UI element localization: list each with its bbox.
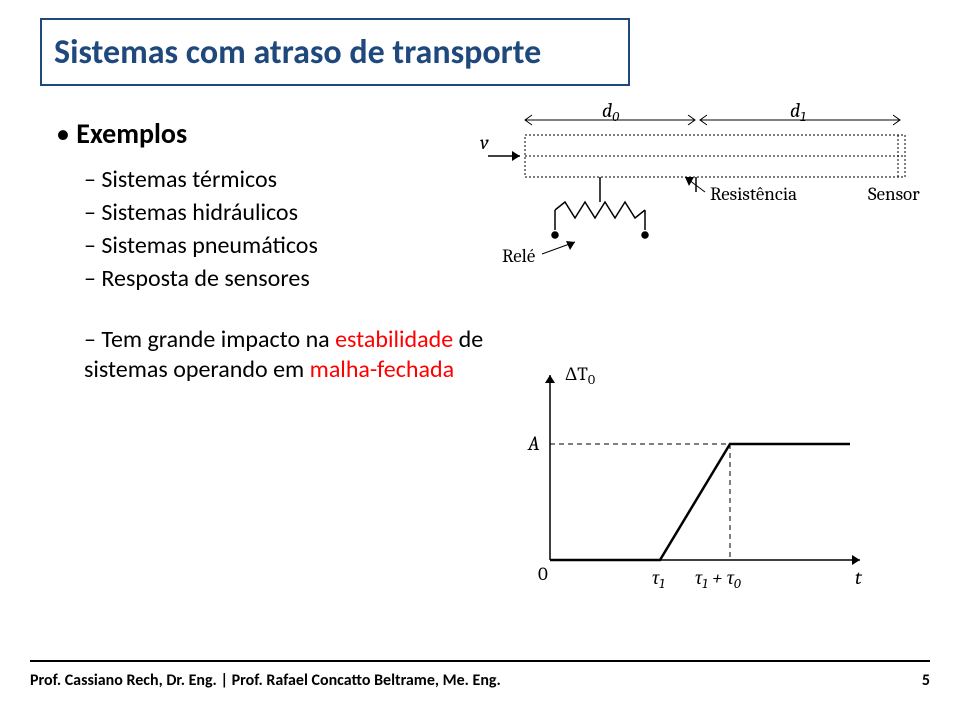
title-box: Sistemas com atraso de transporte [40, 18, 630, 86]
d1-label: d [790, 102, 800, 122]
impact-highlight: malha-fechada [310, 355, 454, 384]
svg-text:ΔT0: ΔT0 [565, 363, 595, 388]
footer-text: Prof. Cassiano Rech, Dr. Eng. | Prof. Ra… [30, 671, 501, 690]
resistencia-label: Resistência [710, 183, 797, 205]
t-label: t [855, 566, 863, 589]
A-label: A [527, 432, 540, 455]
plus-tau0: + τ [708, 566, 735, 589]
svg-text:d0: d0 [602, 102, 619, 125]
bullet-level2-list: Sistemas térmicos Sistemas hidráulicos S… [56, 165, 496, 385]
sensor-label: Sensor [868, 183, 920, 205]
svg-text:d1: d1 [790, 102, 806, 125]
bullet-level1: Exemplos [56, 116, 496, 151]
tau0-sub: 0 [734, 575, 741, 592]
title-container: Sistemas com atraso de transporte [40, 18, 630, 86]
bullet-item: Sistemas térmicos [84, 165, 496, 194]
page-number: 5 [922, 671, 930, 690]
bullet-impact: Tem grande impacto na estabilidade de si… [84, 325, 496, 385]
d1-sub: 1 [800, 108, 806, 125]
impact-text: Tem grande impacto na [101, 325, 335, 354]
d0-label: d [602, 102, 612, 122]
footer-divider [30, 660, 930, 662]
impact-highlight: estabilidade [335, 325, 453, 354]
tau1-sub: 1 [659, 575, 665, 592]
bullet-item: Sistemas pneumáticos [84, 231, 496, 260]
rele-label: Relé [502, 245, 535, 267]
svg-text:τ1 + τ0: τ1 + τ0 [695, 566, 741, 592]
v-label: v [480, 131, 489, 154]
bullet-item: Resposta de sensores [84, 264, 496, 293]
zero-label: 0 [538, 563, 548, 585]
heater-diagram: d0 d1 v Resistência Sensor Relé [480, 102, 925, 292]
step-response-graph: ΔT0 A 0 τ1 τ1 + τ0 t [510, 360, 880, 610]
content-block: Exemplos Sistemas térmicos Sistemas hidr… [56, 116, 496, 389]
bullet-item: Sistemas hidráulicos [84, 198, 496, 227]
d0-sub: 0 [612, 108, 619, 125]
dT-sub: 0 [588, 371, 595, 388]
svg-text:τ1: τ1 [652, 566, 665, 592]
dT-label: ΔT [565, 363, 588, 385]
slide-title: Sistemas com atraso de transporte [54, 32, 541, 73]
